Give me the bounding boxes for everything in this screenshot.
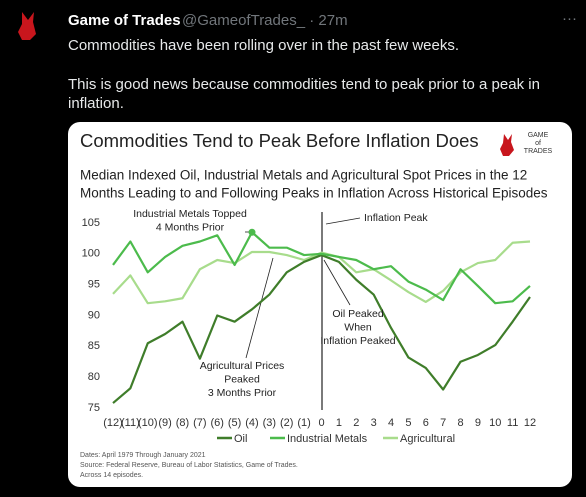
legend-label: Agricultural — [400, 433, 455, 445]
x-tick-label: (12) — [103, 417, 123, 429]
x-tick-label: 4 — [388, 417, 394, 429]
x-tick-label: (7) — [193, 417, 206, 429]
logo-text: of — [535, 140, 541, 147]
annotation: 4 Months Prior — [156, 221, 225, 233]
author-name[interactable]: Game of Trades — [68, 12, 181, 29]
annotation: When — [344, 321, 372, 333]
annotation: 3 Months Prior — [208, 387, 277, 399]
x-tick-label: (3) — [263, 417, 276, 429]
subtitle: Median Indexed Oil, Industrial Metals an… — [80, 168, 527, 183]
x-tick-label: (10) — [138, 417, 158, 429]
x-tick-label: 3 — [371, 417, 377, 429]
peak-marker — [248, 228, 256, 236]
legend-label: Industrial Metals — [287, 433, 368, 445]
annotation-arrow — [323, 259, 351, 306]
x-tick-label: 7 — [440, 417, 446, 429]
x-tick-label: (9) — [158, 417, 171, 429]
y-tick-label: 75 — [88, 402, 100, 414]
tweet-text: Commodities have been rolling over in th… — [68, 37, 459, 54]
subtitle: Months Leading to and Following Peaks in… — [80, 186, 548, 201]
annotation: Peaked — [224, 373, 260, 385]
footnote: Dates: April 1979 Through January 2021 — [80, 452, 206, 459]
x-tick-label: (11) — [121, 417, 140, 429]
author-meta: @GameofTrades_ · 27m — [182, 12, 348, 29]
x-tick-label: 9 — [475, 417, 481, 429]
x-tick-label: (4) — [245, 417, 258, 429]
tweet-text: This is good news because commodities te… — [68, 76, 540, 93]
y-tick-label: 85 — [88, 340, 100, 352]
series-line — [112, 253, 531, 404]
y-tick-label: 105 — [82, 217, 100, 229]
x-tick-label: (6) — [211, 417, 224, 429]
y-tick-label: 90 — [88, 309, 100, 321]
y-tick-label: 80 — [88, 371, 100, 383]
x-tick-label: 0 — [318, 417, 324, 429]
avatar — [18, 12, 36, 40]
x-tick-label: 6 — [423, 417, 429, 429]
x-tick-label: (2) — [280, 417, 293, 429]
logo-text: GAME — [528, 132, 549, 139]
x-tick-label: 10 — [489, 417, 501, 429]
legend-label: Oil — [234, 433, 247, 445]
chart-card[interactable] — [68, 122, 572, 487]
x-tick-label: 8 — [457, 417, 463, 429]
y-tick-label: 100 — [82, 248, 100, 260]
chart-title: Commodities Tend to Peak Before Inflatio… — [80, 130, 479, 151]
footnote: Source: Federal Reserve, Bureau of Labor… — [80, 462, 298, 469]
annotation-arrow — [245, 257, 274, 359]
x-tick-label: (8) — [176, 417, 189, 429]
x-tick-label: 12 — [524, 417, 536, 429]
logo-text: TRADES — [524, 148, 553, 155]
annotation: Agricultural Prices — [200, 360, 285, 372]
series-line — [112, 231, 531, 305]
annotation: Inflation Peak — [364, 212, 428, 224]
tweet-text: inflation. — [68, 95, 124, 112]
x-tick-label: 5 — [405, 417, 411, 429]
x-tick-label: (5) — [228, 417, 241, 429]
annotation: Inflation Peaked — [320, 335, 395, 347]
annotation-arrow — [325, 217, 361, 225]
more-button[interactable]: ··· — [562, 10, 577, 27]
footnote: Across 14 episodes. — [80, 472, 143, 479]
annotation: Industrial Metals Topped — [133, 208, 247, 220]
annotation: Oil Peaked — [332, 308, 384, 320]
series-line — [112, 240, 531, 305]
x-tick-label: (1) — [297, 417, 310, 429]
y-tick-label: 95 — [88, 279, 100, 291]
x-tick-label: 11 — [507, 417, 518, 429]
x-tick-label: 1 — [336, 417, 342, 429]
logo: GAME of TRADES — [500, 132, 553, 156]
x-tick-label: 2 — [353, 417, 359, 429]
